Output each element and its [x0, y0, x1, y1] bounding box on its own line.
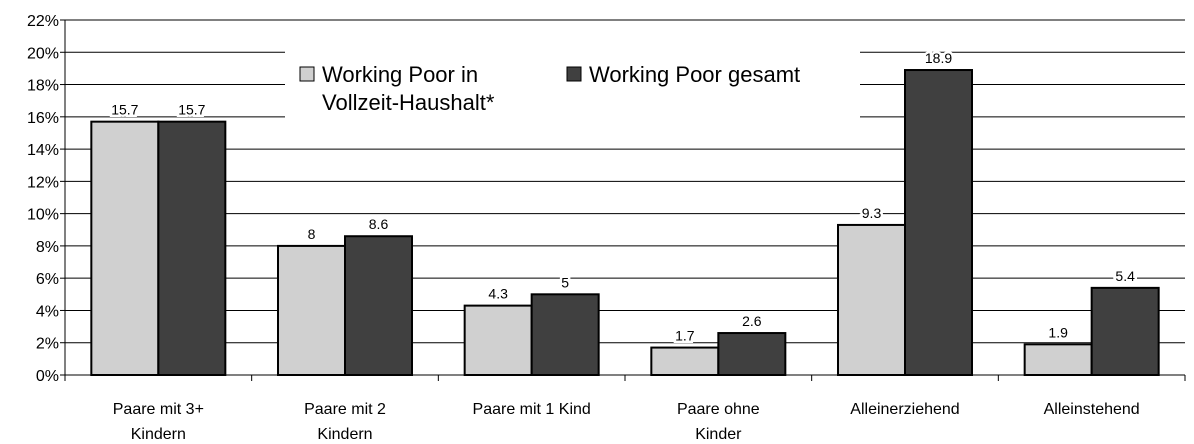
bar: [650, 346, 720, 376]
legend-background: [285, 40, 860, 132]
x-tick-label: Paare mit 1 Kind: [473, 401, 591, 418]
y-tick-label: 20%: [27, 45, 59, 62]
bar: [717, 332, 787, 376]
data-label: 1.9: [1048, 324, 1068, 340]
data-label: 15.7: [111, 102, 138, 118]
data-label: 15.7: [178, 102, 205, 118]
data-label: 2.6: [742, 313, 762, 329]
y-tick-label: 4%: [36, 303, 59, 320]
x-tick-label: Alleinerziehend: [850, 401, 959, 418]
legend-label: Working Poor in Vollzeit-Haushalt*: [322, 62, 495, 115]
legend-label: Working Poor gesamt: [589, 62, 800, 87]
bar: [1023, 343, 1093, 377]
bar: [837, 223, 906, 376]
x-tick-label: Paare ohne Kinder: [677, 401, 760, 443]
bar: [463, 304, 533, 377]
data-label: 8: [308, 226, 316, 242]
bar: [90, 120, 160, 376]
legend: Working Poor in Vollzeit-Haushalt* Working…: [285, 40, 860, 132]
bar: [904, 69, 973, 376]
y-tick-label: 18%: [27, 78, 59, 95]
bar: [1090, 286, 1160, 377]
y-tick-label: 10%: [27, 207, 59, 224]
legend-swatch: [299, 66, 315, 82]
y-tick-label: 0%: [36, 368, 59, 385]
legend-swatch: [566, 66, 582, 82]
data-label: 1.7: [675, 328, 695, 344]
data-label: 5: [561, 274, 569, 290]
y-tick-label: 6%: [36, 271, 59, 288]
bar: [344, 235, 413, 376]
y-tick-label: 14%: [27, 142, 59, 159]
y-tick-label: 22%: [27, 13, 59, 30]
data-label: 18.9: [925, 50, 952, 66]
y-tick-label: 8%: [36, 239, 59, 256]
x-tick-label: Paare mit 3+ Kindern: [113, 401, 204, 443]
data-label: 9.3: [862, 205, 882, 221]
x-tick-label: Alleinstehend: [1044, 401, 1140, 418]
x-tick-label: Paare mit 2 Kindern: [304, 401, 386, 443]
data-label: 8.6: [369, 216, 389, 232]
data-label: 4.3: [488, 286, 508, 302]
data-label: 5.4: [1115, 268, 1135, 284]
bar: [157, 120, 227, 376]
bar: [530, 293, 600, 376]
y-tick-label: 12%: [27, 174, 59, 191]
y-tick-label: 16%: [27, 110, 59, 127]
y-tick-label: 2%: [36, 336, 59, 353]
bar: [277, 244, 346, 376]
